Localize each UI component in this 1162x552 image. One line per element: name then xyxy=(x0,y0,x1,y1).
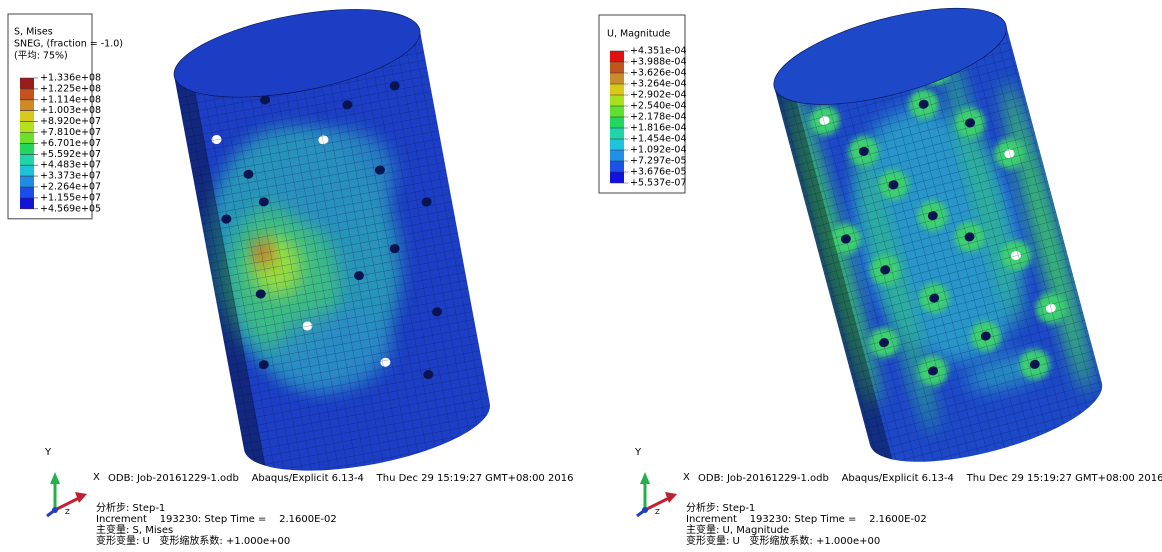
legend-label: +1.114e+08 xyxy=(40,94,101,105)
info-line: 分析步: Step-1 xyxy=(96,501,165,514)
legend-swatch xyxy=(610,139,624,150)
legend-swatch xyxy=(20,198,34,209)
legend-swatch xyxy=(610,161,624,172)
legend-swatch xyxy=(610,95,624,106)
legend-swatch xyxy=(610,172,624,183)
result-panel: U, Magnitude +4.351e-04+3.988e-04+3.626e-… xyxy=(599,0,1162,547)
legend-title: SNEG, (fraction = -1.0) xyxy=(14,39,123,50)
legend-label: +5.537e-07 xyxy=(630,178,687,189)
legend-swatch xyxy=(20,122,34,133)
legend-title: S, Mises xyxy=(14,27,53,38)
legend-swatch xyxy=(610,128,624,139)
odb-info: ODB: Job-20161229-1.odb Abaqus/Explicit … xyxy=(698,473,1162,484)
legend-label: +3.264e-04 xyxy=(630,79,687,90)
legend-label: +4.483e+07 xyxy=(40,160,101,171)
legend-label: +2.264e+07 xyxy=(40,182,101,193)
legend-label: +6.701e+07 xyxy=(40,138,101,149)
axis-label-y: Y xyxy=(44,447,52,458)
legend-label: +7.810e+07 xyxy=(40,127,101,138)
legend-label: +3.676e-05 xyxy=(630,167,687,178)
axis-label-x: X xyxy=(683,472,690,483)
model-cylinder xyxy=(764,0,1111,481)
legend-label: +3.626e-04 xyxy=(630,68,687,79)
legend-label: +3.373e+07 xyxy=(40,171,101,182)
info-line: 变形变量: U 变形缩放系数: +1.000e+00 xyxy=(96,534,290,547)
legend-swatch xyxy=(610,51,624,62)
legend-label: +1.816e-04 xyxy=(630,123,687,134)
legend-swatch xyxy=(20,111,34,122)
info-line: 主变量: U, Magnitude xyxy=(686,523,789,536)
legend-label: +8.920e+07 xyxy=(40,116,101,127)
axis-triad: Y X Z xyxy=(44,447,100,516)
axis-label-z: Z xyxy=(655,508,660,516)
legend-label: +7.297e-05 xyxy=(630,156,687,167)
viewport: S, MisesSNEG, (fraction = -1.0)(平均: 75%)… xyxy=(0,0,1162,552)
legend-title: (平均: 75%) xyxy=(14,50,68,62)
axis-triad: Y X Z xyxy=(634,447,690,516)
info-line: Increment 193230: Step Time = 2.1600E-02 xyxy=(96,514,337,525)
legend-swatch xyxy=(610,117,624,128)
legend-label: +3.988e-04 xyxy=(630,57,687,68)
legend-swatch xyxy=(20,133,34,144)
info-line: 主变量: S, Mises xyxy=(96,523,173,536)
legend-label: +4.569e+05 xyxy=(40,203,101,214)
legend-label: +2.902e-04 xyxy=(630,90,687,101)
legend-label: +1.092e-04 xyxy=(630,145,687,156)
legend-swatch xyxy=(610,73,624,84)
legend-swatch xyxy=(20,89,34,100)
legend-label: +4.351e-04 xyxy=(630,46,687,57)
legend-swatch xyxy=(610,106,624,117)
info-line: 变形变量: U 变形缩放系数: +1.000e+00 xyxy=(686,534,880,547)
legend-label: +2.178e-04 xyxy=(630,112,687,123)
info-line: Increment 193230: Step Time = 2.1600E-02 xyxy=(686,514,927,525)
legend-swatch xyxy=(20,78,34,89)
info-line: 分析步: Step-1 xyxy=(686,501,755,514)
legend-label: +1.225e+08 xyxy=(40,83,101,94)
legend-swatch xyxy=(610,62,624,73)
legend-swatch xyxy=(20,143,34,154)
legend-label: +5.592e+07 xyxy=(40,149,101,160)
legend-swatch xyxy=(20,154,34,165)
legend-label: +2.540e-04 xyxy=(630,101,687,112)
axis-label-z: Z xyxy=(65,508,70,516)
legend-swatch xyxy=(20,165,34,176)
legend-swatch xyxy=(20,187,34,198)
legend-label: +1.336e+08 xyxy=(40,73,101,84)
legend-swatch xyxy=(20,176,34,187)
legend-swatch xyxy=(610,84,624,95)
legend: U, Magnitude +4.351e-04+3.988e-04+3.626e-… xyxy=(599,15,687,193)
legend-swatch xyxy=(610,150,624,161)
model-cylinder xyxy=(167,0,497,487)
legend-label: +1.003e+08 xyxy=(40,105,101,116)
odb-info: ODB: Job-20161229-1.odb Abaqus/Explicit … xyxy=(108,473,573,484)
axis-label-x: X xyxy=(93,472,100,483)
legend-swatch xyxy=(20,100,34,111)
axis-label-y: Y xyxy=(634,447,642,458)
legend-label: +1.155e+07 xyxy=(40,192,101,203)
legend-label: +1.454e-04 xyxy=(630,134,687,145)
legend-title: U, Magnitude xyxy=(607,29,670,40)
